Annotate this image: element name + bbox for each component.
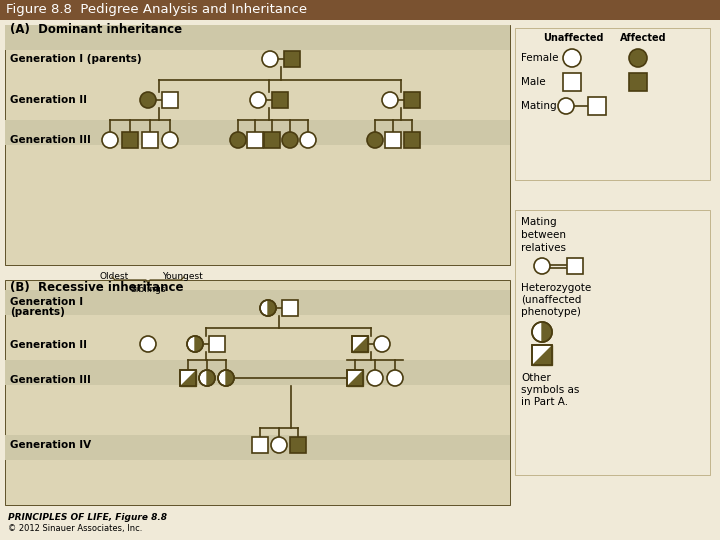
Circle shape — [260, 300, 276, 316]
Bar — [5, 120, 510, 145]
Text: Youngest: Youngest — [161, 272, 202, 281]
Text: Mating: Mating — [521, 101, 557, 111]
Bar — [352, 336, 368, 352]
Circle shape — [282, 132, 298, 148]
Polygon shape — [195, 336, 203, 352]
Polygon shape — [347, 370, 363, 386]
Circle shape — [140, 336, 156, 352]
Bar — [404, 92, 420, 108]
Bar — [532, 345, 552, 365]
Bar — [162, 92, 178, 108]
Circle shape — [534, 258, 550, 274]
Circle shape — [199, 370, 215, 386]
Circle shape — [374, 336, 390, 352]
Circle shape — [271, 437, 287, 453]
Bar — [5, 25, 510, 50]
Text: © 2012 Sinauer Associates, Inc.: © 2012 Sinauer Associates, Inc. — [8, 524, 143, 534]
Polygon shape — [352, 336, 368, 352]
Text: phenotype): phenotype) — [521, 307, 581, 317]
Text: Generation III: Generation III — [10, 375, 91, 385]
Text: in Part A.: in Part A. — [521, 397, 568, 407]
Circle shape — [382, 92, 398, 108]
Bar — [284, 51, 300, 67]
Bar — [515, 28, 710, 180]
Bar — [563, 73, 581, 91]
Bar — [5, 290, 510, 315]
Text: Generation I: Generation I — [10, 297, 83, 307]
Circle shape — [563, 49, 581, 67]
Bar — [352, 336, 368, 352]
Text: Generation II: Generation II — [10, 95, 87, 105]
Polygon shape — [532, 345, 552, 365]
Text: between: between — [521, 230, 566, 240]
Bar — [347, 370, 363, 386]
Circle shape — [102, 132, 118, 148]
Circle shape — [262, 51, 278, 67]
Circle shape — [387, 370, 403, 386]
Bar — [290, 437, 306, 453]
Bar — [0, 0, 720, 20]
Text: Oldest: Oldest — [99, 272, 129, 281]
Bar — [272, 92, 288, 108]
Circle shape — [300, 132, 316, 148]
Bar — [5, 280, 510, 505]
Circle shape — [218, 370, 234, 386]
Bar — [209, 336, 225, 352]
Circle shape — [367, 132, 383, 148]
Bar — [142, 132, 158, 148]
Polygon shape — [207, 370, 215, 386]
Bar — [567, 258, 583, 274]
Bar — [5, 25, 510, 265]
Circle shape — [230, 132, 246, 148]
Text: Generation IV: Generation IV — [10, 440, 91, 450]
Bar — [385, 132, 401, 148]
Polygon shape — [180, 370, 196, 386]
Text: Female: Female — [521, 53, 559, 63]
Bar — [347, 370, 363, 386]
Circle shape — [367, 370, 383, 386]
Polygon shape — [226, 370, 234, 386]
Circle shape — [250, 92, 266, 108]
Circle shape — [162, 132, 178, 148]
Circle shape — [532, 322, 552, 342]
Polygon shape — [542, 322, 552, 342]
Bar — [5, 435, 510, 460]
Bar — [404, 132, 420, 148]
Text: Mating: Mating — [521, 217, 557, 227]
Text: Generation I (parents): Generation I (parents) — [10, 54, 142, 64]
Bar — [282, 300, 298, 316]
Bar — [515, 210, 710, 475]
Text: (unaffected: (unaffected — [521, 295, 581, 305]
Text: PRINCIPLES OF LIFE, Figure 8.8: PRINCIPLES OF LIFE, Figure 8.8 — [8, 514, 167, 523]
Circle shape — [629, 49, 647, 67]
Text: (A)  Dominant inheritance: (A) Dominant inheritance — [10, 24, 182, 37]
Circle shape — [187, 336, 203, 352]
Text: Figure 8.8  Pedigree Analysis and Inheritance: Figure 8.8 Pedigree Analysis and Inherit… — [6, 3, 307, 17]
Circle shape — [558, 98, 574, 114]
Text: Affected: Affected — [620, 33, 666, 43]
Bar — [122, 132, 138, 148]
Text: relatives: relatives — [521, 243, 566, 253]
Polygon shape — [268, 300, 276, 316]
Text: (B)  Recessive inheritance: (B) Recessive inheritance — [10, 281, 184, 294]
Text: Unaffected: Unaffected — [543, 33, 603, 43]
Text: Generation III: Generation III — [10, 135, 91, 145]
Circle shape — [140, 92, 156, 108]
Text: Heterozygote: Heterozygote — [521, 283, 591, 293]
Bar — [5, 360, 510, 385]
Bar — [180, 370, 196, 386]
Text: Siblings: Siblings — [130, 285, 166, 294]
Bar — [247, 132, 263, 148]
Text: Other: Other — [521, 373, 551, 383]
Bar — [180, 370, 196, 386]
Text: (parents): (parents) — [10, 307, 65, 317]
Text: Male: Male — [521, 77, 546, 87]
Text: Generation II: Generation II — [10, 340, 87, 350]
Bar — [252, 437, 268, 453]
Bar — [532, 345, 552, 365]
Bar — [629, 73, 647, 91]
Text: symbols as: symbols as — [521, 385, 580, 395]
Bar — [588, 97, 606, 115]
Bar — [264, 132, 280, 148]
